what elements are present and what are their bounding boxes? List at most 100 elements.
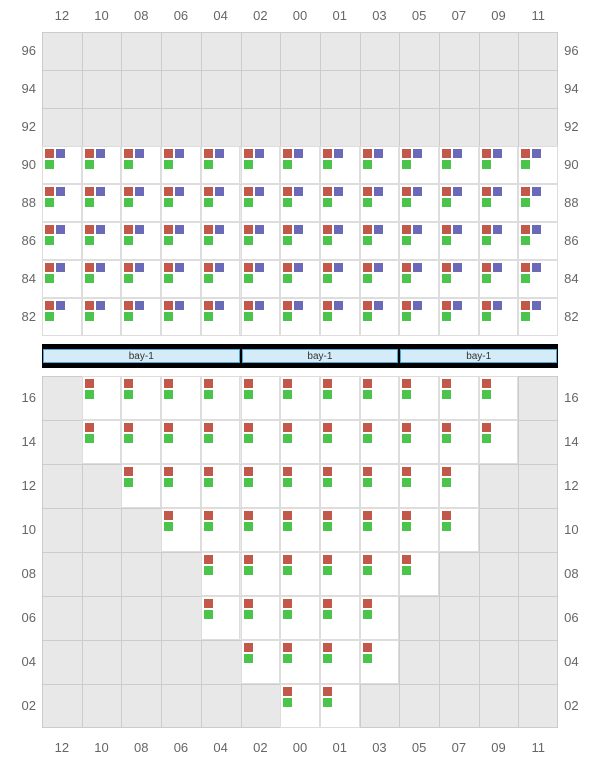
marker-red — [363, 379, 372, 388]
marker-green — [442, 390, 451, 399]
marker-purple — [334, 263, 343, 272]
marker-red — [363, 423, 372, 432]
marker-green — [323, 522, 332, 531]
marker-red — [323, 263, 332, 272]
marker-red — [283, 599, 292, 608]
marker-purple — [493, 149, 502, 158]
marker-green — [482, 274, 491, 283]
marker-green — [164, 478, 173, 487]
marker-green — [402, 198, 411, 207]
marker-red — [323, 379, 332, 388]
marker-purple — [374, 263, 383, 272]
marker-purple — [135, 263, 144, 272]
marker-red — [283, 379, 292, 388]
col-label-bottom: 06 — [161, 740, 201, 755]
marker-red — [164, 263, 173, 272]
marker-green — [283, 654, 292, 663]
marker-purple — [96, 301, 105, 310]
marker-red — [124, 423, 133, 432]
marker-green — [164, 390, 173, 399]
row-label-right: 16 — [564, 390, 594, 405]
marker-purple — [294, 149, 303, 158]
marker-purple — [56, 187, 65, 196]
marker-red — [85, 379, 94, 388]
marker-green — [124, 274, 133, 283]
marker-green — [442, 160, 451, 169]
row-label-left: 94 — [6, 81, 36, 96]
marker-green — [482, 434, 491, 443]
row-label-left: 06 — [6, 610, 36, 625]
marker-red — [244, 555, 253, 564]
row-label-left: 16 — [6, 390, 36, 405]
marker-green — [204, 390, 213, 399]
marker-red — [85, 263, 94, 272]
marker-purple — [96, 263, 105, 272]
marker-red — [164, 379, 173, 388]
marker-green — [363, 160, 372, 169]
marker-red — [323, 511, 332, 520]
col-label-top: 05 — [399, 8, 439, 23]
marker-purple — [215, 263, 224, 272]
marker-red — [204, 225, 213, 234]
marker-red — [442, 149, 451, 158]
col-label-bottom: 09 — [479, 740, 519, 755]
marker-green — [244, 566, 253, 575]
row-label-right: 84 — [564, 271, 594, 286]
marker-green — [283, 274, 292, 283]
row-label-left: 08 — [6, 566, 36, 581]
marker-purple — [175, 301, 184, 310]
col-label-bottom: 07 — [439, 740, 479, 755]
marker-green — [323, 390, 332, 399]
bay-segment[interactable]: bay-1 — [242, 349, 399, 363]
marker-red — [402, 511, 411, 520]
marker-red — [363, 467, 372, 476]
marker-green — [323, 160, 332, 169]
marker-green — [363, 522, 372, 531]
marker-green — [323, 654, 332, 663]
marker-purple — [374, 301, 383, 310]
marker-green — [204, 274, 213, 283]
marker-purple — [493, 225, 502, 234]
marker-purple — [215, 187, 224, 196]
marker-red — [244, 187, 253, 196]
marker-green — [442, 522, 451, 531]
marker-green — [164, 236, 173, 245]
row-label-right: 10 — [564, 522, 594, 537]
marker-red — [244, 643, 253, 652]
marker-purple — [413, 301, 422, 310]
marker-purple — [135, 187, 144, 196]
marker-red — [323, 187, 332, 196]
marker-green — [283, 478, 292, 487]
marker-green — [323, 434, 332, 443]
marker-green — [482, 236, 491, 245]
marker-green — [482, 198, 491, 207]
marker-purple — [294, 225, 303, 234]
marker-red — [283, 187, 292, 196]
marker-red — [283, 687, 292, 696]
marker-red — [244, 263, 253, 272]
marker-red — [164, 511, 173, 520]
marker-red — [363, 263, 372, 272]
marker-green — [85, 236, 94, 245]
marker-green — [124, 478, 133, 487]
marker-green — [124, 312, 133, 321]
marker-purple — [413, 225, 422, 234]
marker-red — [124, 225, 133, 234]
marker-red — [45, 187, 54, 196]
marker-green — [442, 312, 451, 321]
marker-green — [45, 160, 54, 169]
marker-green — [402, 434, 411, 443]
bay-segment[interactable]: bay-1 — [43, 349, 240, 363]
col-label-top: 02 — [241, 8, 281, 23]
bay-segment[interactable]: bay-1 — [400, 349, 557, 363]
row-label-left: 96 — [6, 43, 36, 58]
marker-green — [85, 390, 94, 399]
marker-green — [283, 698, 292, 707]
marker-red — [204, 599, 213, 608]
marker-green — [204, 566, 213, 575]
marker-purple — [135, 301, 144, 310]
row-label-left: 14 — [6, 434, 36, 449]
marker-red — [283, 301, 292, 310]
marker-green — [442, 478, 451, 487]
marker-red — [402, 555, 411, 564]
